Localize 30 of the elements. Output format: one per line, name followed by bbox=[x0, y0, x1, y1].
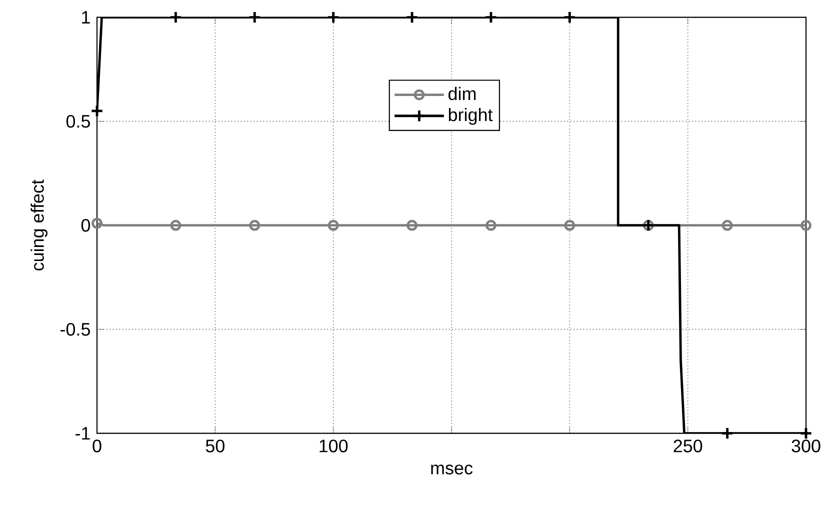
x-tick-label: 0 bbox=[92, 440, 102, 452]
point bbox=[720, 426, 734, 440]
x-axis-title: msec bbox=[431, 464, 473, 474]
point bbox=[406, 10, 419, 24]
y-tick-label: -0.5 bbox=[60, 322, 90, 336]
legend-label: dim bbox=[448, 86, 476, 100]
point bbox=[486, 220, 496, 231]
point bbox=[722, 220, 733, 231]
point bbox=[248, 10, 262, 24]
point bbox=[169, 10, 182, 24]
point bbox=[326, 10, 340, 24]
y-axis-title: cuing effect bbox=[30, 180, 48, 270]
y-tick-label: 1 bbox=[82, 11, 90, 24]
legend-label: bright bbox=[448, 108, 493, 125]
x-tick-label: 50 bbox=[206, 440, 224, 452]
point bbox=[406, 220, 418, 231]
y-tick-label: 0 bbox=[81, 218, 90, 232]
y-tick-label: 0.5 bbox=[66, 114, 90, 128]
y-tick-label: -1 bbox=[76, 427, 90, 440]
point bbox=[249, 220, 260, 231]
point bbox=[799, 426, 813, 440]
point bbox=[484, 10, 498, 24]
x-tick-label: 100 bbox=[320, 440, 348, 452]
point bbox=[564, 220, 576, 231]
point bbox=[563, 10, 576, 24]
x-tick-label: 300 bbox=[792, 440, 820, 452]
x-tick-label: 250 bbox=[674, 440, 702, 452]
point bbox=[170, 220, 182, 231]
point bbox=[90, 104, 104, 118]
point bbox=[328, 220, 339, 231]
